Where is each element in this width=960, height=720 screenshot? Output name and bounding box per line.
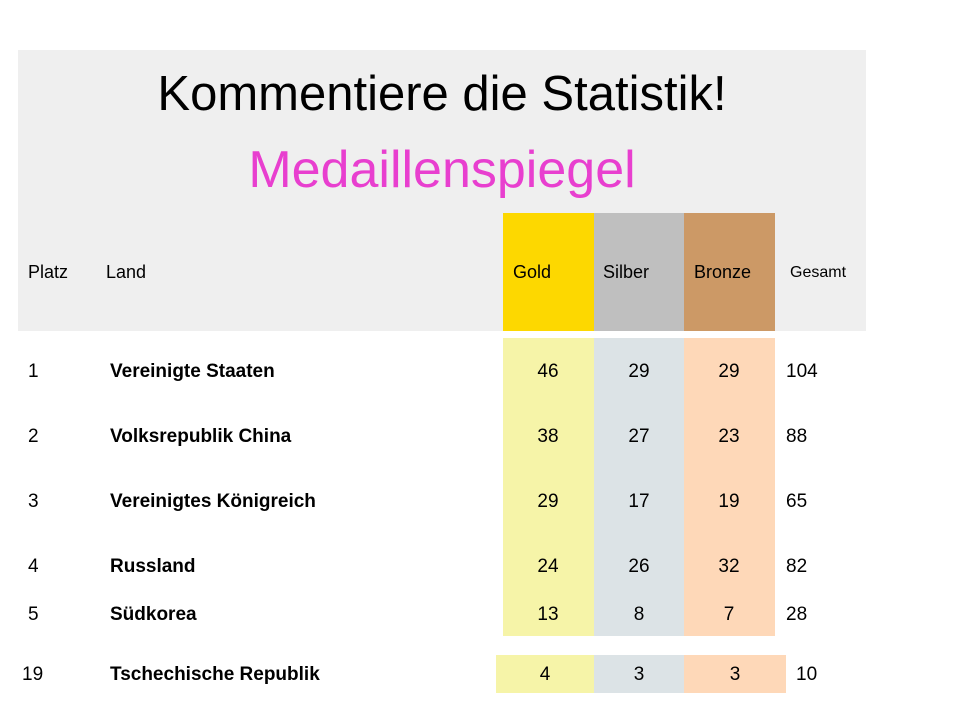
cell-gesamt: 104 <box>786 361 818 382</box>
cell-land: Tschechische Republik <box>110 664 320 685</box>
cell-gesamt: 28 <box>786 604 808 625</box>
gold-column-band <box>503 338 594 636</box>
cell-land: Südkorea <box>110 604 197 625</box>
cell-gold: 38 <box>537 426 559 447</box>
cell-bronze: 23 <box>718 426 740 447</box>
header-bronze: Bronze <box>694 262 752 282</box>
cell-platz: 5 <box>28 604 39 625</box>
header-silber: Silber <box>603 262 650 282</box>
cell-silber: 3 <box>633 664 645 685</box>
cell-bronze: 3 <box>729 664 741 685</box>
cell-gesamt: 65 <box>786 491 808 512</box>
gold-header-bg <box>503 213 594 331</box>
cell-land: Vereinigtes Königreich <box>110 491 316 512</box>
header-gold: Gold <box>513 262 552 282</box>
header-land: Land <box>106 262 147 282</box>
cell-land: Volksrepublik China <box>110 426 292 447</box>
bronze-column-band <box>684 338 775 636</box>
header-gesamt: Gesamt <box>790 264 847 281</box>
cell-platz: 1 <box>28 361 39 382</box>
bronze-cell-band-last <box>684 655 786 693</box>
cell-gesamt: 88 <box>786 426 808 447</box>
cell-silber: 29 <box>628 361 650 382</box>
cell-silber: 27 <box>628 426 650 447</box>
cell-platz: 3 <box>28 491 39 512</box>
cell-land: Russland <box>110 556 196 577</box>
header-platz: Platz <box>28 262 69 282</box>
page-subtitle: Medaillenspiegel <box>248 141 636 199</box>
cell-gesamt: 82 <box>786 556 808 577</box>
page-title: Kommentiere die Statistik! <box>157 67 727 121</box>
cell-gold: 46 <box>537 361 559 382</box>
cell-bronze: 32 <box>718 556 740 577</box>
cell-land: Vereinigte Staaten <box>110 361 275 382</box>
cell-platz: 2 <box>28 426 39 447</box>
cell-gold: 13 <box>537 604 559 625</box>
silver-column-band <box>594 338 684 636</box>
cell-bronze: 7 <box>723 604 735 625</box>
cell-silber: 17 <box>628 491 650 512</box>
cell-platz: 4 <box>28 556 39 577</box>
cell-gold: 4 <box>539 664 551 685</box>
cell-bronze: 29 <box>718 361 740 382</box>
cell-gold: 29 <box>537 491 559 512</box>
cell-gold: 24 <box>537 556 559 577</box>
cell-silber: 8 <box>633 604 645 625</box>
cell-platz: 19 <box>22 664 44 685</box>
cell-gesamt: 10 <box>796 664 818 685</box>
cell-bronze: 19 <box>718 491 740 512</box>
silver-cell-band-last <box>594 655 684 693</box>
cell-silber: 26 <box>628 556 650 577</box>
gold-cell-band-last <box>496 655 594 693</box>
bronze-header-bg <box>684 213 775 331</box>
silver-header-bg <box>594 213 684 331</box>
